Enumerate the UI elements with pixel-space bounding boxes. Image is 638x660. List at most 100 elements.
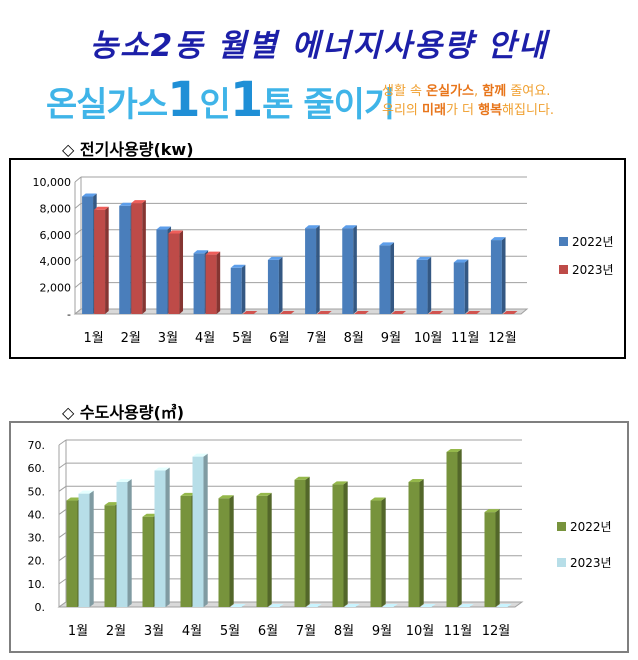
y-tick-label: 8,000 (40, 202, 72, 215)
bar-front (342, 228, 354, 314)
bar-front (370, 500, 382, 607)
water-bar-2023-11 (458, 604, 474, 607)
bar-zero (502, 311, 518, 314)
bar-side (229, 495, 234, 607)
bar-zero (317, 311, 332, 314)
bar-top (267, 256, 283, 260)
gridline-depth (74, 203, 82, 209)
bar-top (168, 230, 184, 234)
legend-label: 2023년 (572, 263, 614, 277)
x-category-label: 12월 (482, 624, 511, 639)
bar-front (446, 451, 458, 607)
water-bar-2023-3 (154, 467, 170, 607)
bar-top (154, 467, 170, 471)
water-bar-2022-10 (408, 479, 424, 607)
electric-bar-2022-11 (453, 259, 469, 314)
gridline-depth (58, 555, 67, 562)
water-bar-2022-12 (484, 509, 500, 607)
bar-top (131, 200, 146, 204)
electric-bar-2023-5 (242, 311, 258, 314)
bar-side (142, 200, 146, 314)
y-tick-label: 50. (28, 485, 46, 498)
water-bar-2023-5 (230, 604, 246, 607)
electric-bar-2022-7 (305, 225, 320, 314)
bar-top (332, 481, 348, 485)
water-bar-2023-4 (192, 453, 208, 607)
bar-front (131, 203, 143, 314)
bar-front (78, 493, 90, 607)
bar-side (464, 259, 469, 314)
bar-side (165, 467, 170, 607)
bar-side (343, 481, 348, 607)
legend-label: 2023년 (570, 556, 612, 570)
page-title: 농소2동 월별 에너지사용량 안내 (89, 28, 549, 64)
bar-front (82, 196, 94, 314)
bar-side (105, 206, 109, 314)
x-category-label: 2월 (106, 624, 126, 639)
bar-top (294, 476, 310, 480)
bar-top (342, 225, 357, 229)
water-chart: 0. 10. 20. 30. 40. 50. 60. 70. 1월 2월 3월 4월 5월 6월 7월 8월 9… (28, 439, 612, 639)
legend-swatch (559, 237, 568, 246)
bar-top (490, 237, 506, 241)
bar-side (179, 230, 184, 314)
bar-front (156, 229, 168, 314)
bar-front (180, 495, 192, 607)
bar-front (379, 245, 391, 314)
bar-zero (306, 604, 322, 607)
gridline-depth (74, 282, 82, 288)
legend-swatch (559, 265, 568, 274)
bar-top (104, 502, 120, 506)
bar-top (142, 513, 158, 517)
bar-side (89, 490, 94, 607)
bar-side (495, 509, 500, 607)
bar-side (353, 225, 357, 314)
electric-bar-2023-1 (94, 206, 109, 314)
water-bar-2023-10 (420, 604, 436, 607)
bar-zero (382, 604, 398, 607)
bar-side (267, 492, 272, 607)
x-category-label: 2월 (121, 331, 141, 346)
x-category-label: 11월 (451, 331, 480, 346)
electric-bar-2023-6 (279, 311, 295, 314)
bar-zero (458, 604, 474, 607)
bar-side (427, 256, 432, 314)
bar-front (119, 205, 131, 314)
bar-top (180, 492, 196, 496)
electric-bar-2023-12 (502, 311, 518, 314)
x-category-label: 3월 (144, 624, 164, 639)
legend-swatch (557, 558, 566, 567)
electric-bar-2023-10 (428, 311, 444, 314)
x-category-label: 9월 (372, 624, 392, 639)
x-category-label: 7월 (296, 624, 316, 639)
y-tick-label: 10. (28, 578, 46, 591)
bar-zero (354, 311, 369, 314)
y-tick-label: 10,000 (33, 176, 72, 189)
x-category-label: 6월 (258, 624, 278, 639)
bar-front (116, 482, 128, 607)
electric-bar-2023-11 (465, 311, 481, 314)
bar-top (82, 193, 97, 197)
bar-zero (391, 311, 407, 314)
gridline-depth (58, 532, 67, 538)
bar-side (203, 453, 208, 607)
bar-side (419, 479, 424, 607)
y-tick-label: 30. (28, 532, 46, 545)
x-category-label: 4월 (195, 331, 215, 346)
x-category-label: 10월 (414, 331, 443, 346)
electric-bar-2023-4 (205, 251, 221, 314)
x-category-label: 6월 (269, 331, 289, 346)
x-category-label: 4월 (182, 624, 202, 639)
water-bar-2023-1 (78, 490, 94, 607)
bar-top (256, 492, 272, 496)
x-category-label: 8월 (334, 624, 354, 639)
x-category-label: 3월 (158, 331, 178, 346)
bar-top (379, 242, 395, 246)
bar-top (66, 497, 82, 501)
bar-top (116, 479, 132, 483)
water-chart-frame: 0. 10. 20. 30. 40. 50. 60. 70. 1월 2월 3월 4월 5월 6월 7월 8월 9… (9, 421, 629, 653)
bar-front (168, 233, 180, 314)
bar-zero (420, 604, 436, 607)
bar-zero (242, 311, 258, 314)
bar-zero (465, 311, 481, 314)
